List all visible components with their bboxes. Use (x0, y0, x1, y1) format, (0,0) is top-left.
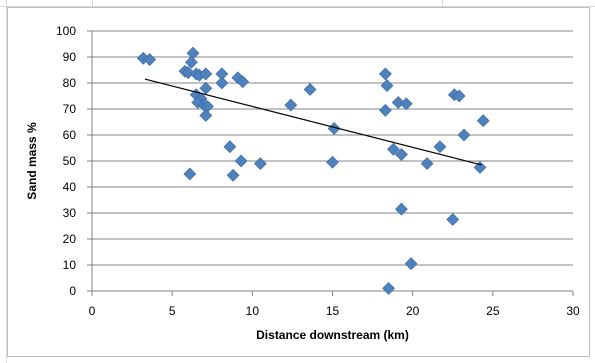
data-point (380, 79, 394, 93)
data-point (199, 109, 213, 122)
y-tick-label: 0 (69, 284, 76, 298)
x-axis-title: Distance downstream (km) (256, 328, 409, 342)
data-point (326, 155, 339, 169)
y-tick-label: 10 (63, 258, 77, 272)
trendline (144, 78, 482, 166)
x-tick-label: 0 (89, 304, 96, 318)
y-tick-label: 40 (63, 180, 77, 194)
data-points (136, 46, 490, 295)
data-point (395, 148, 408, 161)
x-tick-label: 15 (326, 304, 340, 318)
y-tick-label: 90 (63, 50, 77, 64)
data-point (473, 161, 487, 174)
sheet-gridline (442, 0, 443, 7)
y-axis-title: Sand mass % (25, 122, 39, 200)
data-point (420, 157, 434, 171)
data-point (404, 257, 418, 271)
data-point (399, 97, 413, 111)
data-point (391, 96, 405, 109)
data-point (226, 168, 240, 182)
y-tick-label: 70 (63, 102, 77, 116)
data-point (236, 75, 250, 89)
data-point (446, 213, 460, 226)
data-point (476, 114, 490, 128)
sheet-gridline (92, 0, 93, 7)
x-tick-labels: 0 5 10 15 20 25 30 (89, 304, 580, 318)
data-point (184, 55, 198, 69)
data-point (143, 53, 157, 67)
data-point (183, 167, 197, 181)
data-point (284, 98, 298, 112)
sheet-gridline (0, 6, 595, 7)
y-tick-label: 20 (63, 232, 77, 246)
data-point (223, 140, 237, 154)
x-tick-label: 20 (406, 304, 420, 318)
trendline-group (144, 78, 482, 166)
data-point (457, 128, 471, 142)
y-tick-label: 80 (63, 76, 77, 90)
scatter-chart: 0 5 10 15 20 25 30 0 10 20 30 40 50 60 70 80 90 100 Dist… (25, 24, 580, 342)
chart-area[interactable]: 0 5 10 15 20 25 30 0 10 20 30 40 50 60 70 80 90 100 Dist… (7, 7, 590, 357)
y-tick-labels: 0 10 20 30 40 50 60 70 80 90 100 (56, 24, 76, 298)
x-tick-label: 30 (566, 304, 580, 318)
y-tick-label: 50 (63, 154, 77, 168)
data-point (452, 89, 466, 103)
data-point (378, 67, 392, 81)
data-point (199, 81, 213, 95)
sheet-gridline (6, 0, 7, 363)
data-point (433, 140, 447, 154)
data-point (395, 202, 408, 216)
x-tick-label: 25 (486, 304, 500, 318)
x-tick-label: 10 (246, 304, 260, 318)
data-point (181, 66, 195, 80)
gridlines (92, 30, 573, 266)
data-point (387, 142, 400, 156)
data-point (199, 67, 213, 81)
y-tick-label: 30 (63, 206, 77, 220)
data-point (234, 154, 248, 168)
data-point (303, 83, 317, 96)
axes (87, 30, 574, 296)
data-point (215, 76, 229, 90)
y-tick-label: 100 (56, 24, 76, 38)
data-point (382, 281, 396, 295)
x-tick-label: 5 (169, 304, 176, 318)
y-tick-label: 60 (63, 128, 77, 142)
data-point (378, 103, 392, 117)
data-point (253, 157, 267, 171)
